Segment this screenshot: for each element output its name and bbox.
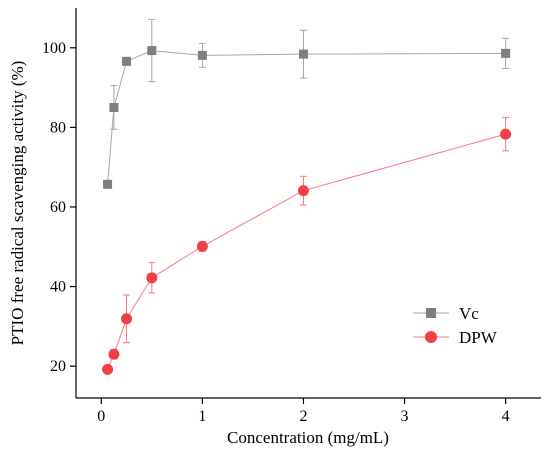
data-point-dpw (146, 272, 158, 284)
y-tick-label: 60 (50, 199, 66, 216)
data-point-vc (298, 49, 308, 59)
y-tick-label: 40 (50, 279, 66, 296)
x-tick-label: 4 (502, 408, 510, 425)
legend-label: DPW (459, 328, 498, 347)
series-line-dpw (107, 133, 506, 370)
series-vc (103, 19, 511, 189)
legend-item-vc: Vc (413, 304, 479, 323)
series-line-vc (107, 50, 506, 185)
x-tick-label: 2 (299, 408, 307, 425)
legend-marker (425, 331, 437, 343)
x-tick-label: 3 (401, 408, 409, 425)
x-ticks: 0 1 2 3 4 (97, 398, 510, 425)
data-point-vc (147, 46, 157, 56)
series (102, 19, 512, 375)
data-point-dpw (102, 363, 114, 375)
y-tick-label: 80 (50, 119, 66, 136)
data-point-dpw (108, 348, 120, 360)
data-point-vc (103, 179, 113, 189)
x-axis-title: Concentration (mg/mL) (227, 428, 389, 447)
axes (75, 8, 541, 399)
data-point-dpw (196, 240, 208, 252)
series-dpw (102, 116, 512, 375)
x-tick-label: 1 (198, 408, 206, 425)
data-point-vc (109, 102, 119, 112)
legend-marker (426, 308, 436, 318)
y-tick-label: 20 (50, 358, 66, 375)
data-point-dpw (500, 128, 512, 140)
y-tick-label: 100 (42, 40, 66, 57)
y-axis-title: PTIO free radical scavenging activity (%… (8, 61, 27, 346)
data-point-vc (501, 48, 511, 58)
data-point-dpw (297, 185, 309, 197)
data-point-vc (197, 50, 207, 60)
data-point-dpw (121, 313, 133, 325)
y-ticks: 20 40 60 80 100 (42, 40, 76, 375)
legend-label: Vc (459, 304, 479, 323)
x-tick-label: 0 (97, 408, 105, 425)
data-point-vc (122, 56, 132, 66)
legend-item-dpw: DPW (413, 328, 498, 347)
legend: Vc DPW (413, 304, 498, 347)
